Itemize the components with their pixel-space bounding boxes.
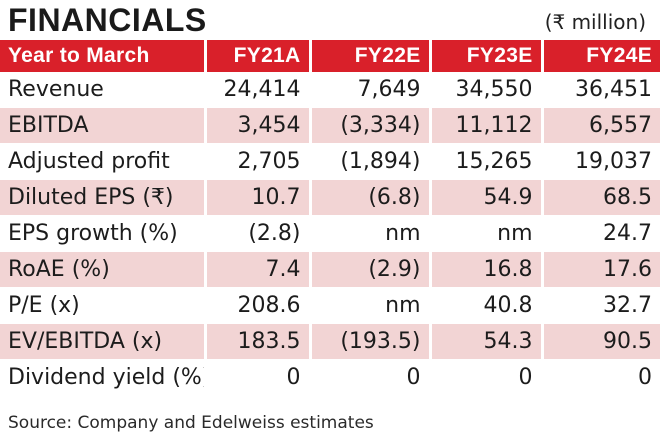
table-cell: 0 [308,359,430,396]
source-note: Source: Company and Edelweiss estimates [8,413,374,433]
table-cell: 7,649 [308,72,430,108]
financials-table: Year to March FY21A FY22E FY23E FY24E Re… [0,40,660,396]
row-label: EBITDA [0,107,205,144]
row-label: EV/EBITDA (x) [0,323,205,360]
table-cell: (2.9) [308,251,430,288]
table-cell: (193.5) [308,323,430,360]
header: FINANCIALS (₹ million) [0,0,660,40]
column-header: FY22E [308,40,430,72]
table-cell: 24.7 [540,215,660,252]
table-row: EV/EBITDA (x) 183.5 (193.5) 54.3 90.5 [0,323,660,360]
table-row: Revenue 24,414 7,649 34,550 36,451 [0,72,660,108]
row-label: RoAE (%) [0,251,205,288]
table-cell: (3,334) [308,107,430,144]
row-label: Adjusted profit [0,143,205,180]
table-row: EBITDA 3,454 (3,334) 11,112 6,557 [0,107,660,144]
row-label: Revenue [0,72,205,108]
table-cell: 0 [203,359,310,396]
table-cell: 40.8 [428,287,542,324]
table-cell: 90.5 [540,323,660,360]
table-cell: nm [308,287,430,324]
table-cell: 17.6 [540,251,660,288]
row-label: P/E (x) [0,287,205,324]
table-header-row: Year to March FY21A FY22E FY23E FY24E [0,40,660,72]
table-cell: 36,451 [540,72,660,108]
row-label: EPS growth (%) [0,215,205,252]
table-cell: 15,265 [428,143,542,180]
row-label: Dividend yield (%) [0,359,205,396]
table-cell: 19,037 [540,143,660,180]
table-row: EPS growth (%) (2.8) nm nm 24.7 [0,215,660,252]
table-cell: 32.7 [540,287,660,324]
table-cell: 24,414 [203,72,310,108]
table-cell: 68.5 [540,179,660,216]
table-cell: (6.8) [308,179,430,216]
table-cell: 54.9 [428,179,542,216]
column-header: FY24E [540,40,660,72]
table-cell: 0 [540,359,660,396]
table-cell: 7.4 [203,251,310,288]
table-cell: 2,705 [203,143,310,180]
table-cell: 208.6 [203,287,310,324]
column-header: FY23E [428,40,542,72]
table-cell: 183.5 [203,323,310,360]
table-cell: 34,550 [428,72,542,108]
table-row: Adjusted profit 2,705 (1,894) 15,265 19,… [0,143,660,180]
table-cell: nm [308,215,430,252]
page-title: FINANCIALS [8,2,207,38]
table-cell: 10.7 [203,179,310,216]
table-cell: (1,894) [308,143,430,180]
table-row: Dividend yield (%) 0 0 0 0 [0,359,660,396]
table-cell: 16.8 [428,251,542,288]
table-cell: 0 [428,359,542,396]
column-header: FY21A [203,40,310,72]
table-cell: 6,557 [540,107,660,144]
table-cell: (2.8) [203,215,310,252]
table-cell: 54.3 [428,323,542,360]
unit-label: (₹ million) [544,10,646,34]
table-row: P/E (x) 208.6 nm 40.8 32.7 [0,287,660,324]
row-label: Diluted EPS (₹) [0,179,205,216]
column-header: Year to March [0,40,205,72]
table-cell: nm [428,215,542,252]
table-cell: 11,112 [428,107,542,144]
table-row: RoAE (%) 7.4 (2.9) 16.8 17.6 [0,251,660,288]
table-row: Diluted EPS (₹) 10.7 (6.8) 54.9 68.5 [0,179,660,216]
table-cell: 3,454 [203,107,310,144]
